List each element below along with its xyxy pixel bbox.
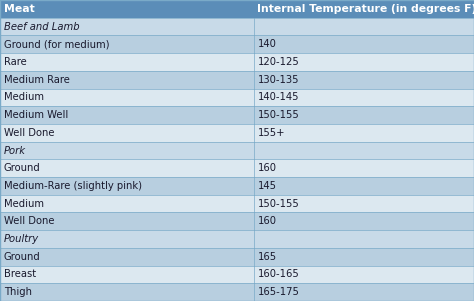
Text: 165: 165 (257, 252, 276, 262)
Bar (0, 265, 474, 283)
Text: Internal Temperature (in degrees F): Internal Temperature (in degrees F) (257, 4, 474, 14)
Text: 130-135: 130-135 (257, 75, 299, 85)
Text: Medium Rare: Medium Rare (4, 75, 70, 85)
Bar (0, 124, 474, 142)
Text: 160: 160 (257, 216, 276, 226)
Bar (0, 36, 474, 53)
Text: Poultry: Poultry (4, 234, 39, 244)
Text: 145: 145 (257, 181, 276, 191)
Bar (0, 18, 474, 36)
Bar (0, 177, 474, 195)
Bar (0, 53, 474, 71)
Text: Thigh: Thigh (4, 287, 32, 297)
Bar (0, 0, 474, 18)
Bar (0, 283, 474, 301)
Text: Meat: Meat (4, 4, 35, 14)
Text: 160-165: 160-165 (257, 269, 299, 279)
Text: 165-175: 165-175 (257, 287, 299, 297)
Text: Rare: Rare (4, 57, 27, 67)
Bar (0, 106, 474, 124)
Bar (0, 71, 474, 88)
Text: 150-155: 150-155 (257, 110, 299, 120)
Text: Ground: Ground (4, 252, 41, 262)
Bar (0, 88, 474, 106)
Text: Ground (for medium): Ground (for medium) (4, 39, 109, 49)
Text: 150-155: 150-155 (257, 199, 299, 209)
Text: Medium: Medium (4, 92, 44, 102)
Text: Medium Well: Medium Well (4, 110, 68, 120)
Text: Well Done: Well Done (4, 216, 55, 226)
Text: Medium: Medium (4, 199, 44, 209)
Bar (0, 195, 474, 213)
Bar (0, 248, 474, 265)
Bar (0, 230, 474, 248)
Text: Well Done: Well Done (4, 128, 55, 138)
Text: 160: 160 (257, 163, 276, 173)
Text: 140: 140 (257, 39, 276, 49)
Text: Pork: Pork (4, 145, 26, 156)
Text: 120-125: 120-125 (257, 57, 299, 67)
Text: Ground: Ground (4, 163, 41, 173)
Bar (0, 213, 474, 230)
Text: Medium-Rare (slightly pink): Medium-Rare (slightly pink) (4, 181, 142, 191)
Text: 155+: 155+ (257, 128, 285, 138)
Bar (0, 142, 474, 159)
Text: Beef and Lamb: Beef and Lamb (4, 22, 80, 32)
Text: Breast: Breast (4, 269, 36, 279)
Text: 140-145: 140-145 (257, 92, 299, 102)
Bar (0, 159, 474, 177)
